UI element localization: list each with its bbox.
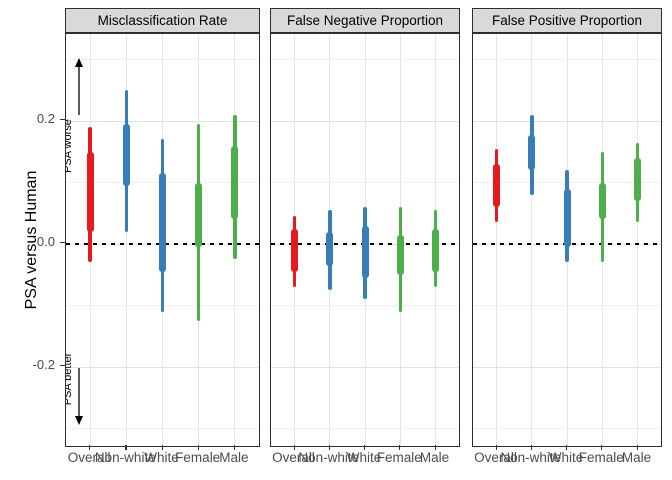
x-tick-mark	[434, 445, 436, 450]
gridline-major	[271, 366, 459, 368]
gridline-minor	[271, 59, 459, 60]
direction-arrows	[75, 58, 83, 425]
x-tick-label-male: Male	[219, 450, 249, 465]
psa-better-annotation: PSA better	[65, 352, 74, 406]
gridline-major	[271, 120, 459, 122]
facet-strip-misclassification-rate: Misclassification Rate	[65, 8, 260, 33]
x-tick-mark	[566, 445, 568, 450]
y-tick-mark	[60, 242, 65, 244]
interval-bar-inner-non-white	[122, 124, 130, 186]
psa-worse-arrowhead	[75, 58, 83, 67]
x-tick-label-white: White	[144, 450, 179, 465]
x-tick-mark	[399, 445, 401, 450]
x-tick-mark	[161, 445, 163, 450]
x-tick-label-non-white: Non-white	[94, 450, 156, 465]
gridline-major	[473, 120, 661, 122]
y-tick-mark	[60, 365, 65, 367]
gridline-major	[66, 366, 259, 368]
facet-strip-false-positive-proportion: False Positive Proportion	[472, 8, 662, 33]
gridline-vertical	[637, 34, 638, 446]
panel-false-negative-proportion	[270, 33, 460, 447]
facet-strip-label: Misclassification Rate	[97, 13, 228, 28]
x-tick-label-non-white: Non-white	[298, 450, 360, 465]
psa-better-arrowhead	[75, 416, 83, 425]
x-tick-mark	[328, 445, 330, 450]
x-tick-label-white: White	[346, 450, 382, 465]
gridline-minor	[66, 428, 259, 429]
x-tick-mark	[364, 445, 366, 450]
x-tick-label-overall: Overall	[272, 450, 315, 465]
interval-bar-inner-overall	[493, 164, 500, 208]
gridline-vertical	[496, 34, 497, 446]
x-tick-mark	[601, 445, 603, 450]
y-tick-mark	[60, 119, 65, 121]
x-tick-mark	[495, 445, 497, 450]
interval-bar-inner-female	[195, 182, 203, 248]
x-tick-label-female: Female	[376, 450, 422, 465]
y-tick-label: -0.2	[32, 357, 55, 372]
interval-bar-inner-white	[159, 173, 166, 272]
x-tick-mark	[125, 445, 127, 450]
interval-bar-inner-overall	[86, 151, 94, 232]
interval-bar-inner-white	[361, 225, 369, 278]
gridline-minor	[66, 59, 259, 60]
y-tick-label: 0.0	[36, 234, 55, 249]
x-tick-label-male: Male	[419, 450, 450, 465]
x-tick-mark	[636, 445, 638, 450]
gridline-minor	[271, 305, 459, 306]
interval-bar-inner-female	[598, 182, 606, 220]
facet-strip-label: False Positive Proportion	[491, 13, 643, 28]
gridline-vertical	[531, 34, 533, 446]
x-tick-label-female: Female	[578, 450, 624, 465]
interval-bar-inner-white	[563, 188, 571, 248]
interval-bar-inner-non-white	[326, 231, 334, 266]
x-tick-mark	[293, 445, 295, 450]
y-tick-label: 0.2	[36, 111, 55, 126]
x-tick-label-male: Male	[621, 450, 652, 465]
interval-bar-inner-female	[396, 234, 404, 275]
facet-strip-false-negative-proportion: False Negative Proportion	[270, 8, 460, 33]
panel-false-positive-proportion	[472, 33, 662, 447]
x-tick-label-non-white: Non-white	[500, 450, 562, 465]
gridline-minor	[473, 59, 661, 60]
psa-worse-annotation: PSA worse	[65, 119, 74, 173]
interval-bar-inner-male	[634, 157, 641, 201]
gridline-minor	[473, 428, 661, 429]
x-tick-label-overall: Overall	[474, 450, 517, 465]
gridline-minor	[271, 182, 459, 183]
interval-bar-inner-overall	[291, 228, 298, 272]
interval-bar-inner-non-white	[528, 134, 536, 171]
x-tick-mark	[530, 445, 532, 450]
gridline-major	[66, 120, 259, 122]
x-tick-label-overall: Overall	[67, 450, 111, 465]
gridline-minor	[271, 428, 459, 429]
x-tick-mark	[89, 445, 91, 450]
x-tick-mark	[197, 445, 199, 450]
gridline-major	[473, 366, 661, 368]
gridline-minor	[473, 305, 661, 306]
gridline-vertical	[125, 34, 127, 446]
x-tick-label-female: Female	[175, 450, 221, 465]
interval-bar-inner-male	[231, 145, 239, 220]
panel-misclassification-rate: PSA worse PSA better	[65, 33, 260, 447]
x-tick-mark	[233, 445, 236, 450]
x-tick-label-white: White	[548, 450, 584, 465]
facet-strip-label: False Negative Proportion	[286, 13, 444, 28]
interval-bar-inner-male	[432, 228, 439, 272]
